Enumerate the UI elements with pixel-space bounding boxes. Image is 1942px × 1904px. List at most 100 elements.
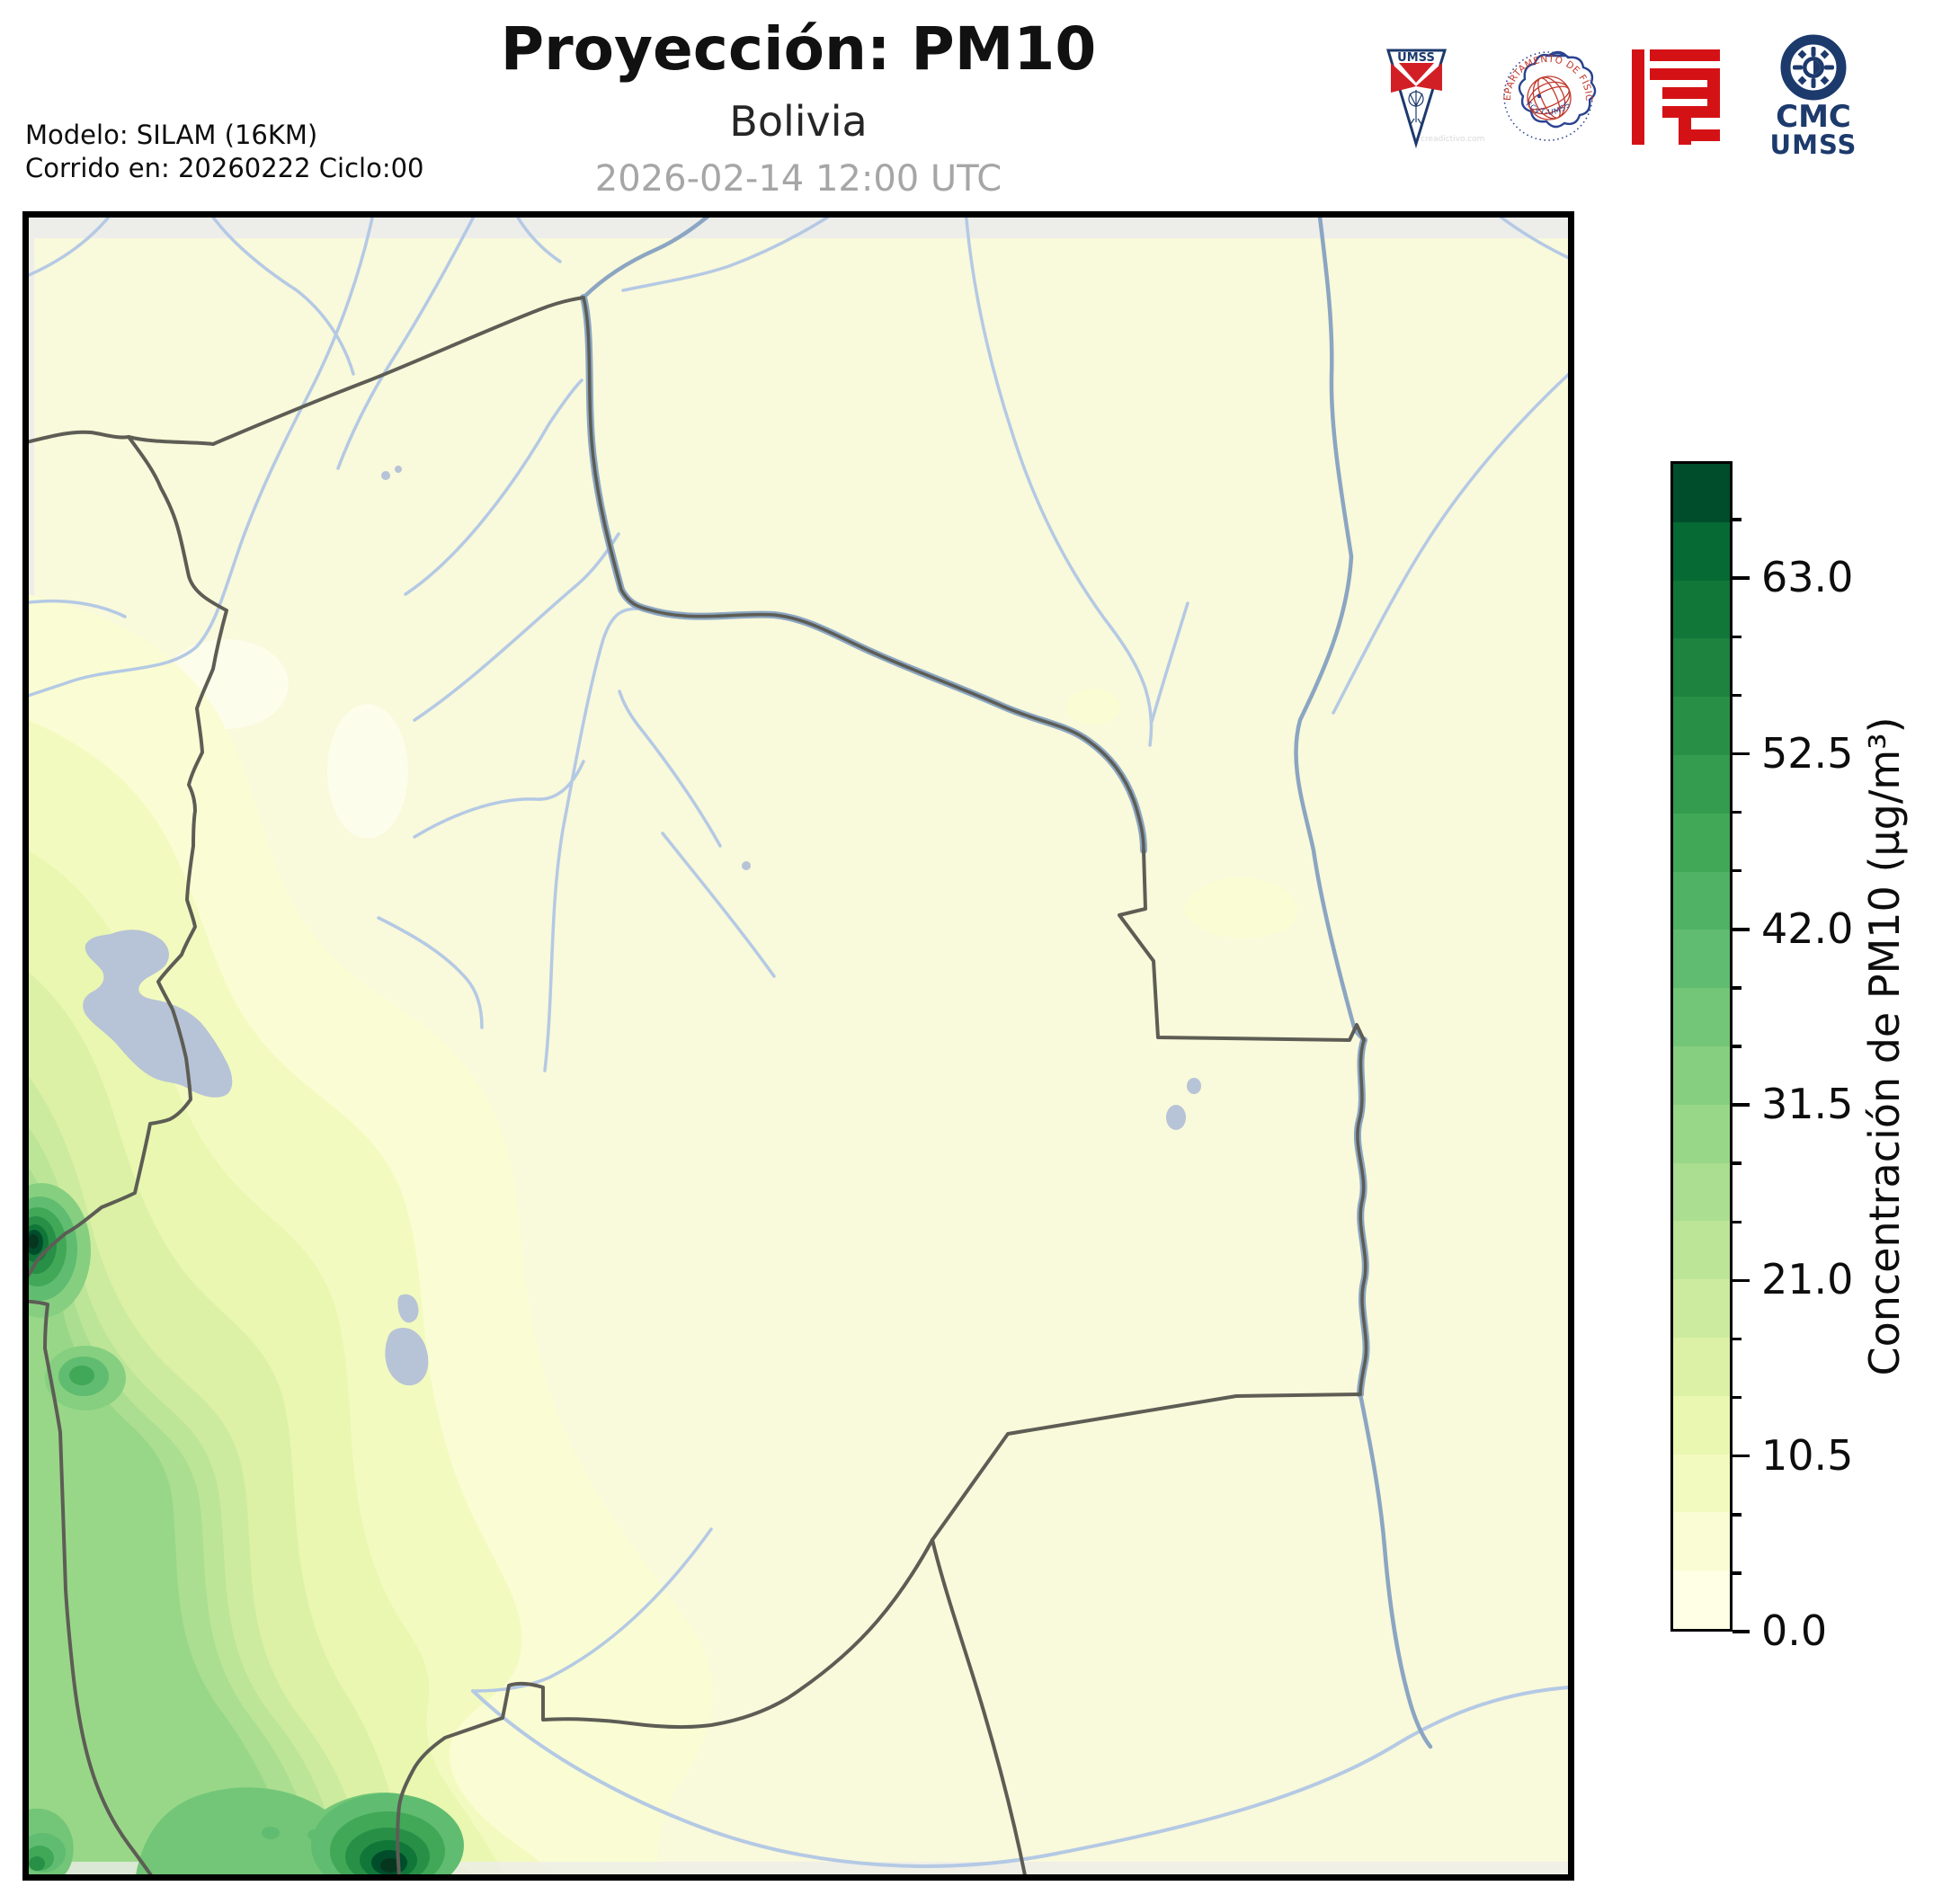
colorbar-minor-tick <box>1733 1161 1742 1165</box>
colorbar-minor-tick <box>1733 518 1742 521</box>
physics-department-seal: DEPARTAMENTO DE FÍSICA FCyT-UMSS <box>1492 40 1597 141</box>
pennant-emblem-lines <box>1409 90 1423 125</box>
colorbar-minor-tick <box>1733 635 1742 639</box>
colorbar-segment <box>1673 1512 1730 1571</box>
lake-poopo <box>385 1294 429 1386</box>
pennant-red-right <box>1416 63 1442 91</box>
umss-pennant-logo: UMSS <box>1385 49 1448 149</box>
border-argentina-paraguay <box>931 1538 1027 1877</box>
colorbar-major-tick <box>1733 928 1750 931</box>
pennant-red-top <box>1399 63 1434 83</box>
border-peru-bolivia <box>21 435 228 1285</box>
border-bolivia-brazil-nw <box>211 296 585 446</box>
colorbar-segment <box>1673 1395 1730 1455</box>
colorbar-segment <box>1673 638 1730 698</box>
colorbar-minor-tick <box>1733 693 1742 698</box>
paraguay-river <box>1358 1392 1433 1749</box>
minor-rivers <box>21 208 1571 1868</box>
small-lake <box>742 861 751 870</box>
colorbar <box>1670 461 1733 1632</box>
colorbar-segment <box>1673 464 1730 522</box>
colorbar-tick-label: 42.0 <box>1761 903 1854 953</box>
model-name-line: Modelo: SILAM (16KM) <box>25 120 318 150</box>
guapore-river <box>1294 207 1367 1043</box>
colorbar-segment <box>1673 871 1730 930</box>
colorbar-segment <box>1673 1454 1730 1513</box>
hotspot-southwest-corner <box>19 1833 66 1873</box>
bolivia-map <box>0 207 1574 1898</box>
colorbar-major-tick <box>1733 1278 1750 1283</box>
colorbar-segment <box>1673 1162 1730 1222</box>
small-lake <box>381 471 390 480</box>
colorbar-minor-tick <box>1733 810 1742 814</box>
borders-layer <box>21 296 1368 1877</box>
colorbar-segment <box>1673 1045 1730 1105</box>
border-bolivia-brazil-paraguay-river <box>1356 1038 1368 1396</box>
model-run-line: Corrido en: 20260222 Ciclo:00 <box>25 153 424 183</box>
pennant-label: UMSS <box>1397 51 1435 65</box>
border-chile-bolivia <box>21 1299 153 1877</box>
colorbar-segment <box>1673 697 1730 755</box>
colorbar-major-tick <box>1733 1454 1750 1458</box>
page-title: Proyección: PM10 <box>500 14 1097 84</box>
colorbar-segment <box>1673 1221 1730 1280</box>
border-bolivia-brazil-river <box>582 296 1145 852</box>
madeira-river <box>581 209 717 300</box>
colorbar-segment <box>1673 930 1730 989</box>
pennant-watermark: creadictivo.com <box>1421 135 1485 144</box>
fcyt-logo-blocks <box>1632 49 1720 145</box>
colorbar-axis-label: Concentración de PM10 (µg/m³) <box>1860 716 1909 1376</box>
colorbar-segment <box>1673 1104 1730 1163</box>
colorbar-major-tick <box>1733 1103 1750 1107</box>
colorbar-minor-tick <box>1733 868 1742 873</box>
colorbar-segment <box>1673 580 1730 639</box>
colorbar-segment <box>1673 521 1730 581</box>
seal-globe-icon <box>1527 76 1572 120</box>
colorbar-major-tick <box>1733 752 1750 756</box>
colorbar-segment <box>1673 1337 1730 1396</box>
colorbar-minor-tick <box>1733 1571 1742 1575</box>
border-bolivia-argentina <box>396 1538 934 1877</box>
colorbar-minor-tick <box>1733 1220 1742 1224</box>
colorbar-tick-label: 31.5 <box>1761 1080 1854 1129</box>
hotspot-altiplano <box>45 1346 126 1410</box>
colorbar-tick-label: 63.0 <box>1761 553 1854 602</box>
model-info: Modelo: SILAM (16KM) Corrido en: 2026022… <box>25 119 424 185</box>
lake-titicaca <box>83 930 233 1098</box>
colorbar-minor-tick <box>1733 1395 1742 1400</box>
colorbar-major-tick <box>1733 1630 1750 1633</box>
forecast-datetime: 2026-02-14 12:00 UTC <box>594 158 1002 200</box>
cmc-text-line2: UMSS <box>1770 129 1857 160</box>
map-frame-border <box>22 211 1574 1881</box>
colorbar-minor-tick <box>1733 986 1742 990</box>
border-bolivia-brazil-east <box>1118 849 1366 1042</box>
colorbar-tick-label: 52.5 <box>1761 728 1854 778</box>
colorbar-tick-label: 0.0 <box>1761 1606 1828 1655</box>
colorbar-tick-label: 21.0 <box>1761 1255 1854 1304</box>
cmc-umss-logo: CMC UMSS <box>1770 34 1857 160</box>
lake-concepcion <box>1166 1105 1186 1130</box>
cmc-text-line1: CMC <box>1776 99 1851 135</box>
seal-center-dot <box>1537 93 1542 99</box>
hotspot-south <box>311 1793 464 1898</box>
colorbar-tick-label: 10.5 <box>1761 1430 1854 1480</box>
pilcomayo-river <box>471 1686 1571 1868</box>
colorbar-segment <box>1673 754 1730 814</box>
border-bolivia-paraguay <box>931 1392 1362 1542</box>
page-subtitle: Bolivia <box>729 97 868 146</box>
fcyt-red-logo <box>1632 49 1720 145</box>
lakes-layer <box>83 466 1201 1386</box>
colorbar-minor-tick <box>1733 1337 1742 1341</box>
border-peru-brazil <box>21 430 215 446</box>
colorbar-ticks: 0.0 10.5 21.0 31.5 42.0 52.5 63.0 <box>1733 461 1930 1655</box>
colorbar-minor-tick <box>1733 1045 1742 1048</box>
map-panel <box>0 207 1574 1898</box>
small-lake <box>1187 1078 1201 1094</box>
cmc-icon <box>1780 34 1847 101</box>
colorbar-minor-tick <box>1733 1513 1742 1517</box>
colorbar-segment <box>1673 988 1730 1046</box>
small-lake <box>395 466 402 473</box>
colorbar-segment <box>1673 1570 1730 1629</box>
colorbar-major-tick <box>1733 576 1750 580</box>
